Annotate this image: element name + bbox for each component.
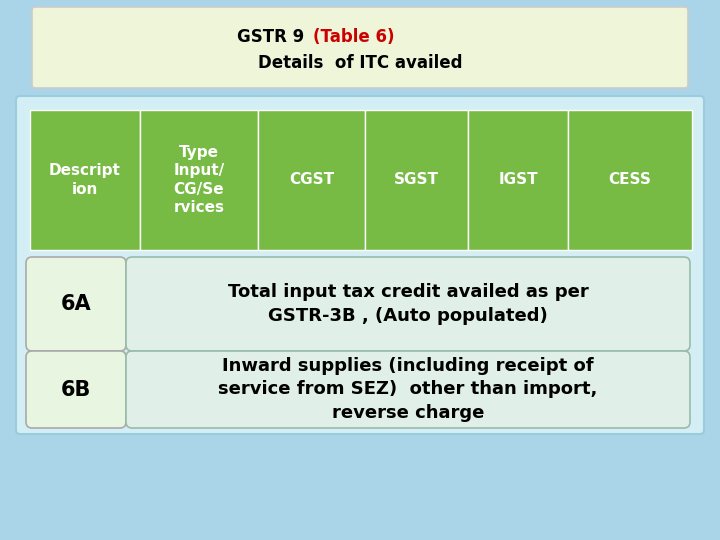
FancyBboxPatch shape: [26, 257, 126, 351]
Text: CGST: CGST: [289, 172, 334, 187]
FancyBboxPatch shape: [26, 351, 126, 428]
Text: 6A: 6A: [60, 294, 91, 314]
Text: IGST: IGST: [498, 172, 538, 187]
Text: Details  of ITC availed: Details of ITC availed: [258, 54, 462, 72]
Text: (Table 6): (Table 6): [313, 28, 395, 46]
Text: Inward supplies (including receipt of
service from SEZ)  other than import,
reve: Inward supplies (including receipt of se…: [218, 357, 598, 422]
FancyBboxPatch shape: [30, 110, 140, 250]
Text: SGST: SGST: [394, 172, 439, 187]
Text: CESS: CESS: [608, 172, 652, 187]
FancyBboxPatch shape: [126, 257, 690, 351]
FancyBboxPatch shape: [365, 110, 468, 250]
Text: Total input tax credit availed as per
GSTR-3B , (Auto populated): Total input tax credit availed as per GS…: [228, 283, 588, 325]
Text: Descript
ion: Descript ion: [49, 163, 121, 197]
FancyBboxPatch shape: [16, 96, 704, 434]
FancyBboxPatch shape: [140, 110, 258, 250]
FancyBboxPatch shape: [468, 110, 568, 250]
Text: 6B: 6B: [60, 380, 91, 400]
Text: GSTR 9: GSTR 9: [237, 28, 310, 46]
FancyBboxPatch shape: [126, 351, 690, 428]
FancyBboxPatch shape: [32, 7, 688, 88]
Text: Type
Input/
CG/Se
rvices: Type Input/ CG/Se rvices: [174, 145, 225, 215]
FancyBboxPatch shape: [568, 110, 692, 250]
FancyBboxPatch shape: [258, 110, 365, 250]
